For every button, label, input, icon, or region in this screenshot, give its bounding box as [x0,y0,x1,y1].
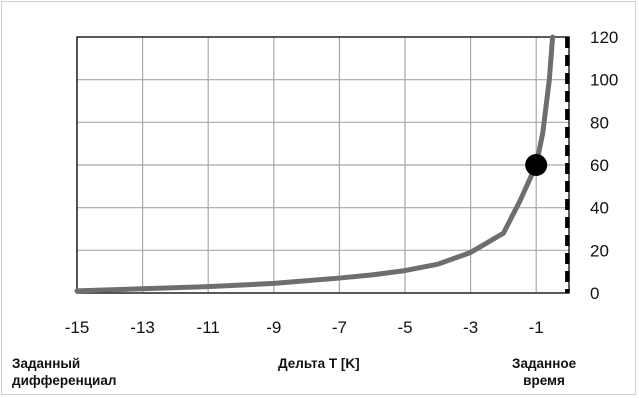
x-tick-label: -3 [463,318,478,337]
x-tick-label: -7 [332,318,347,337]
y-tick-label: 40 [590,199,609,218]
y-tick-label: 0 [590,284,599,303]
right-axis-label-line1: Заданное [512,356,577,371]
y-tick-label: 100 [590,71,618,90]
x-tick-label: -5 [397,318,412,337]
x-tick-label: -13 [130,318,155,337]
data-marker [525,154,548,176]
right-axis-label-line2: время [523,373,565,388]
y-tick-label: 20 [590,241,609,260]
y-tick-label: 60 [590,156,609,175]
x-tick-label: -9 [266,318,281,337]
left-axis-label-line2: дифференциал [12,373,117,388]
left-axis-label: Заданный дифференциал [12,355,116,389]
y-tick-label: 120 [590,28,618,47]
y-tick-label: 80 [590,113,609,132]
series-line [74,34,556,294]
x-tick-label: -1 [529,318,544,337]
x-axis-title: Дельта T [K] [278,356,360,371]
left-axis-label-line1: Заданный [12,356,81,371]
right-axis-label: Заданное время [512,355,576,389]
x-tick-label: -15 [65,318,90,337]
x-tick-label: -11 [197,318,220,337]
